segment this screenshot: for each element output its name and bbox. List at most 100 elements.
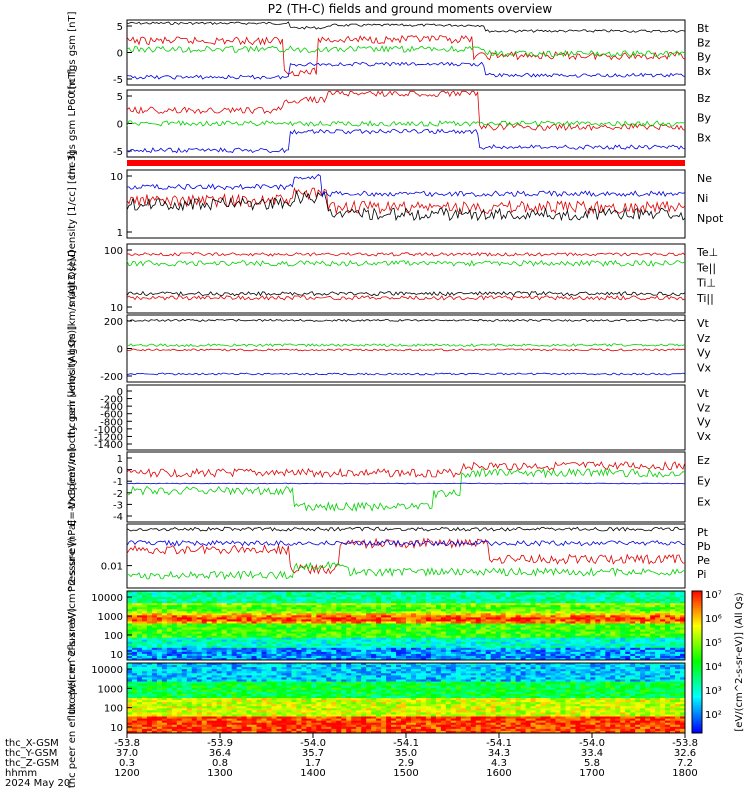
heatmap-cell: [176, 593, 183, 596]
heatmap-cell: [296, 601, 302, 604]
heatmap-cell: [545, 635, 551, 639]
heatmap-cell: [585, 635, 591, 639]
heatmap-cell: [635, 623, 641, 626]
heatmap-cell: [410, 627, 417, 631]
heatmap-cell: [291, 629, 297, 633]
heatmap-cell: [515, 635, 522, 639]
heatmap-cell: [166, 645, 173, 649]
heatmap-cell: [146, 649, 153, 653]
heatmap-cell: [475, 639, 482, 643]
ytick-label: -1400: [94, 440, 123, 451]
heatmap-cell: [600, 621, 606, 624]
heatmap-cell: [346, 591, 352, 594]
heatmap-cell: [146, 595, 153, 598]
heatmap-cell: [445, 619, 452, 622]
heatmap-cell: [585, 597, 591, 600]
heatmap-cell: [286, 619, 292, 622]
heatmap-cell: [316, 595, 322, 598]
heatmap-cell: [321, 629, 327, 633]
heatmap-cell: [500, 599, 507, 602]
heatmap-cell: [236, 631, 243, 635]
heatmap-cell: [540, 635, 546, 639]
heatmap-cell: [680, 625, 686, 629]
heatmap-cell: [680, 609, 686, 612]
heatmap-cell: [470, 605, 477, 608]
heatmap-cell: [435, 619, 442, 622]
heatmap-cell: [565, 643, 571, 647]
heatmap-cell: [191, 643, 198, 647]
heatmap-cell: [610, 605, 616, 608]
heatmap-cell: [545, 607, 551, 610]
heatmap-cell: [181, 591, 188, 594]
heatmap-cell: [361, 647, 367, 651]
heatmap-cell: [625, 605, 631, 608]
heatmap-cell: [465, 611, 472, 614]
heatmap-cell: [500, 619, 507, 622]
heatmap-cell: [171, 601, 178, 604]
heatmap-cell: [605, 615, 611, 618]
legend-Ez: Ez: [697, 454, 710, 467]
heatmap-cell: [181, 625, 188, 629]
heatmap-cell: [615, 607, 621, 610]
heatmap-cell: [595, 597, 601, 600]
heatmap-cell: [146, 611, 153, 614]
heatmap-cell: [510, 595, 517, 598]
heatmap-cell: [440, 597, 447, 600]
series-Ni: [126, 189, 686, 222]
heatmap-cell: [351, 601, 357, 604]
heatmap-cell: [176, 617, 183, 620]
heatmap-cell: [600, 637, 606, 641]
heatmap-cell: [585, 609, 591, 612]
heatmap-cell: [550, 611, 556, 614]
heatmap-cell: [311, 605, 317, 608]
heatmap-cell: [420, 625, 427, 629]
heatmap-cell: [296, 647, 302, 651]
heatmap-cell: [430, 607, 437, 610]
heatmap-cell: [485, 619, 492, 622]
heatmap-cell: [396, 607, 402, 610]
heatmap-cell: [306, 609, 312, 612]
heatmap-cell: [346, 623, 352, 626]
heatmap-cell: [396, 593, 402, 596]
heatmap-cell: [505, 609, 512, 612]
heatmap-cell: [316, 607, 322, 610]
heatmap-cell: [331, 615, 337, 618]
legend-Vz: Vz: [697, 332, 711, 345]
heatmap-cell: [376, 617, 382, 620]
heatmap-cell: [515, 597, 522, 600]
heatmap-cell: [136, 627, 143, 631]
heatmap-cell: [640, 629, 646, 633]
heatmap-cell: [535, 615, 542, 618]
heatmap-cell: [127, 601, 133, 604]
heatmap-cell: [675, 613, 681, 616]
heatmap-cell: [191, 651, 198, 655]
heatmap-cell: [535, 637, 542, 641]
heatmap-cell: [401, 605, 407, 608]
heatmap-cell: [191, 627, 198, 631]
heatmap-cell: [415, 641, 422, 645]
heatmap-cell: [371, 639, 377, 643]
heatmap-cell: [266, 639, 272, 643]
heatmap-cell: [650, 593, 656, 596]
heatmap-cell: [166, 597, 173, 600]
heatmap-cell: [615, 635, 621, 639]
heatmap-cell: [266, 603, 272, 606]
heatmap-cell: [550, 631, 556, 635]
heatmap-cell: [331, 639, 337, 643]
heatmap-cell: [376, 627, 382, 631]
heatmap-cell: [306, 627, 312, 631]
heatmap-cell: [615, 637, 621, 641]
heatmap-cell: [391, 605, 397, 608]
heatmap-cell: [600, 645, 606, 649]
heatmap-cell: [386, 633, 392, 637]
heatmap-cell: [216, 627, 223, 631]
heatmap-cell: [281, 623, 287, 626]
heatmap-cell: [415, 631, 422, 635]
heatmap-cell: [271, 611, 277, 614]
heatmap-cell: [615, 597, 621, 600]
heatmap-cell: [585, 623, 591, 626]
heatmap-cell: [127, 609, 133, 612]
heatmap-cell: [460, 615, 467, 618]
series-Bz: [126, 34, 686, 77]
heatmap-cell: [585, 645, 591, 649]
